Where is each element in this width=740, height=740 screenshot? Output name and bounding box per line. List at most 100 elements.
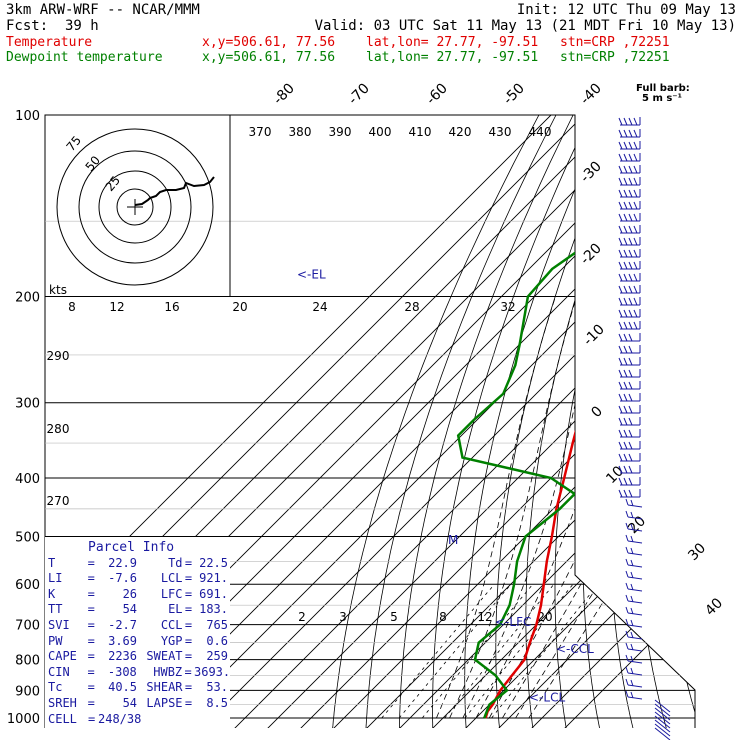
wind-barb [618,165,641,174]
mixing-ratio-labels: 2 3 5 8 12 20 [298,610,552,624]
wind-barb [618,381,641,390]
parcel-value: 22.5 [199,555,229,570]
parcel-key: Tc [48,680,63,695]
pressure-labels: 100 200 300 400 500 600 700 800 900 1000 [7,109,40,727]
isotherm-label--20: -20 [577,240,604,267]
dry-adiabat [398,115,574,728]
wind-barb [618,429,641,438]
dry-adiabat [365,115,557,728]
wind-barb [618,201,641,210]
isotherm-line [330,115,695,728]
wind-barb [618,189,641,198]
wind-barb [618,141,641,150]
mixing-ratio-line [464,583,574,719]
parcel-key: CCL [160,617,183,632]
isotherm-label--10: -10 [580,321,607,348]
wind-barb-low [654,723,671,737]
wind-barb [625,666,643,676]
isotherm-line [495,115,695,728]
dry-adiabat [610,115,694,728]
hodograph-speed-label-12: 12 [109,300,124,314]
mixing-ratio-line [491,583,599,719]
hodograph-trace [134,176,215,206]
wind-barb-low [654,703,671,717]
wind-barb [625,606,643,616]
hodograph-ring-label-2: 25 [103,173,124,194]
parcel-eq: = [184,602,193,617]
parcel-row: LI = -7.6 LCL = 921. [48,571,228,587]
parcel-eq: = [87,555,95,570]
wind-barb-low [654,719,671,733]
mixing-ratio-label-8: 8 [439,610,447,624]
parcel-eq: = [184,633,193,648]
wind-barb [618,213,641,222]
parcel-key: T [48,555,56,570]
wind-barb [618,225,641,234]
level-marker-ccl: <-CCL [556,642,594,656]
parcel-eq: = [184,649,193,664]
barb-legend: Full barb: 5 m s⁻¹ [636,84,690,104]
isotherm-line [363,115,695,728]
isotherm-line [462,115,695,728]
valid-time: Valid: 03 UTC Sat 11 May 13 (21 MDT Fri … [314,18,736,34]
hodograph-ring [98,170,172,244]
wind-barb [625,546,643,556]
wind-barb [625,678,643,688]
theta-label-380: 380 [289,125,312,139]
parcel-info: Parcel Info T = 22.9 Td = 22.5 LI = -7.6 LCL = 921.… [48,540,231,728]
dry-adiabat [332,115,540,728]
parcel-key: CIN [48,664,70,679]
parcel-value: 54 [122,695,138,710]
parcel-cell-label: CELL [48,711,77,726]
level-marker-lfc: <-LFC [495,615,531,629]
hodograph-speed-label-28: 28 [404,300,419,314]
isotherm-line [231,115,695,728]
wind-barb [618,129,641,138]
pressure-label-700: 700 [15,619,40,634]
level-marker-lcl: <-LCL [529,690,565,704]
parcel-value: -7.6 [108,571,138,586]
isotherm-label--30: -30 [577,158,604,185]
parcel-key: LFC [160,586,183,601]
wind-barb [618,261,641,270]
dewpoint-stn: stn=CRP ,72251 [560,50,670,65]
wind-barb [625,558,643,568]
parcel-value: 40.5 [108,680,138,695]
wind-barb [625,510,643,520]
parcel-row: K = 26 LFC = 691. [48,587,228,603]
level-marker-el: <-EL [297,267,326,281]
parcel-value: 53. [206,680,229,695]
theta-side-label-270: 270 [47,494,70,508]
parcel-cell-row: CELL = 248/38 [48,712,228,728]
parcel-key: YGP [160,633,183,648]
level-markers: <-EL <-LFC <-CCL <-LCL M [297,267,594,704]
isotherm-label-30: 30 [685,540,709,564]
theta-label-420: 420 [449,125,472,139]
parcel-eq: = [87,602,95,617]
wind-barb [618,285,641,294]
temperature-label: Temperature [6,35,93,50]
wind-barb [618,237,641,246]
theta-label-390: 390 [329,125,352,139]
dry-adiabat [636,115,695,728]
parcel-eq: = [184,664,192,679]
isotherm-line [297,115,695,728]
parcel-info-title: Parcel Info [88,540,175,555]
wind-barb [618,441,641,450]
wind-barb [625,618,643,628]
theta-label-400: 400 [369,125,392,139]
parcel-value: 0.6 [206,633,229,648]
moist-adiabat [528,296,695,719]
dry-adiabat [432,115,591,728]
wind-barb [618,117,641,126]
parcel-eq: = [87,664,95,679]
mixing-ratio-line [381,583,495,719]
isotherm-line [396,115,695,728]
wind-barb [618,153,641,162]
parcel-value: 3693. [194,664,231,679]
wind-barb-low [654,727,671,740]
parcel-row: TT = 54 EL = 183. [48,602,228,618]
init-time: Init: 12 UTC Thu 09 May 13 [516,2,736,18]
